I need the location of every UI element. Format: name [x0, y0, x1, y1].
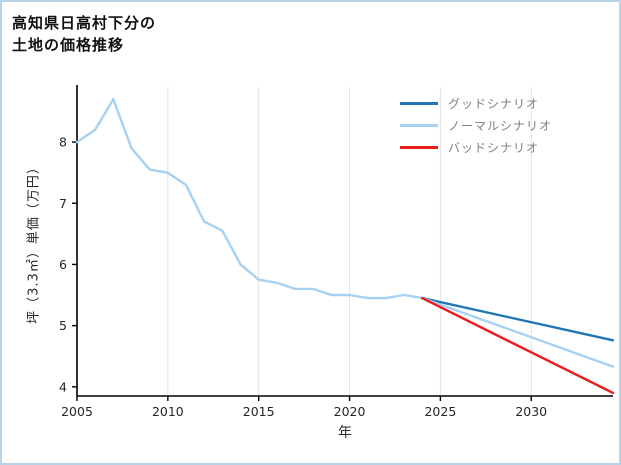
- x-tick-label-2030: 2030: [515, 404, 547, 419]
- legend-line-swatch: [400, 123, 438, 127]
- legend-item-ノーマルシナリオ: ノーマルシナリオ: [400, 114, 552, 136]
- legend-item-バッドシナリオ: バッドシナリオ: [400, 136, 552, 158]
- legend-label: ノーマルシナリオ: [448, 118, 553, 133]
- y-tick-label-6: 6: [59, 257, 67, 272]
- y-tick-label-7: 7: [59, 196, 67, 211]
- chart-title-line1: 高知県日高村下分の: [12, 14, 157, 32]
- legend-label: バッドシナリオ: [448, 140, 540, 155]
- legend-line-swatch: [400, 145, 438, 149]
- x-tick-label-2025: 2025: [424, 404, 456, 419]
- chart-title-line2: 土地の価格推移: [12, 36, 125, 54]
- y-tick-label-8: 8: [59, 135, 67, 150]
- legend-line-swatch: [400, 101, 438, 105]
- series-line-バッドシナリオ: [421, 296, 615, 395]
- series-line-グッドシナリオ: [421, 296, 615, 342]
- x-axis-label: 年: [338, 425, 352, 441]
- x-tick-label-2020: 2020: [334, 404, 366, 419]
- legend-label: グッドシナリオ: [448, 96, 540, 111]
- chart-legend: グッドシナリオ ノーマルシナリオ バッドシナリオ: [400, 92, 552, 158]
- y-tick-label-4: 4: [59, 379, 67, 394]
- legend-item-グッドシナリオ: グッドシナリオ: [400, 92, 552, 114]
- x-tick-label-2010: 2010: [152, 404, 184, 419]
- x-tick-label-2005: 2005: [61, 404, 93, 419]
- series-line-ノーマルシナリオ: [421, 296, 615, 368]
- chart-title: 高知県日高村下分の 土地の価格推移: [12, 12, 156, 56]
- y-tick-label-5: 5: [59, 318, 67, 333]
- x-tick-label-2015: 2015: [243, 404, 275, 419]
- y-axis-label: 坪（3.3㎡）単価（万円）: [26, 160, 42, 324]
- series-line-price-history: [75, 97, 424, 300]
